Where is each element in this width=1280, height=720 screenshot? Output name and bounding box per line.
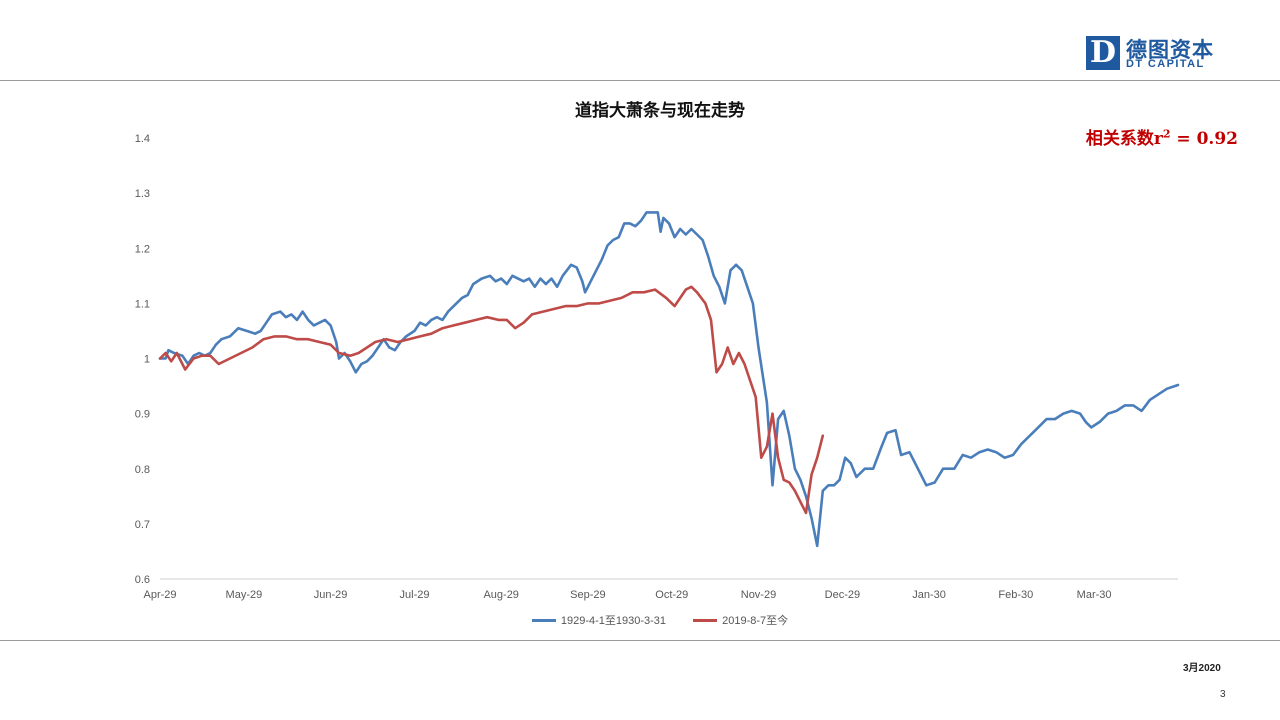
x-tick-label: Mar-30 <box>1077 589 1112 601</box>
header-divider <box>0 80 1280 81</box>
series-line-1929 <box>158 211 1180 548</box>
x-tick-label: Oct-29 <box>655 589 688 601</box>
y-tick-label: 0.6 <box>135 574 150 586</box>
series-line-2019 <box>158 285 825 515</box>
y-tick-label: 0.8 <box>135 464 150 476</box>
x-tick-label: Aug-29 <box>483 589 518 601</box>
footer-date: 3月2020 <box>1183 663 1221 674</box>
x-tick-label: Apr-29 <box>143 589 176 601</box>
x-axis: Apr-29 May-29 Jun-29 Jul-29 Aug-29 Sep-29 Oct-… <box>143 578 1178 601</box>
y-tick-label: 1.4 <box>135 133 150 145</box>
chart-title: 道指大萧条与现在走势 <box>575 101 745 120</box>
page-number: 3 <box>1220 689 1226 700</box>
logo-mark-icon: D <box>1086 36 1120 70</box>
y-tick-label: 1.1 <box>135 298 150 310</box>
x-tick-label: May-29 <box>226 589 263 601</box>
correlation-annotation: 相关系数r2 = 0.92 <box>1086 124 1238 149</box>
y-axis: 0.6 0.7 0.8 0.9 1 1.1 1.2 1.3 1.4 <box>135 133 150 586</box>
x-tick-label: Sep-29 <box>570 589 605 601</box>
y-tick-label: 1 <box>144 354 150 366</box>
correlation-value: = 0.92 <box>1170 129 1238 149</box>
legend-label-2019: 2019-8-7至今 <box>722 615 789 627</box>
legend-item-1929: 1929-4-1至1930-3-31 <box>531 612 667 628</box>
x-tick-label: Jul-29 <box>400 589 430 601</box>
y-tick-label: 0.9 <box>135 409 150 421</box>
x-tick-label: Nov-29 <box>741 589 776 601</box>
x-tick-label: Jan-30 <box>912 589 946 601</box>
chart-legend: 1929-4-1至1930-3-31 2019-8-7至今 <box>0 612 1280 628</box>
x-tick-label: Dec-29 <box>825 589 860 601</box>
y-tick-label: 1.2 <box>135 243 150 255</box>
legend-swatch-2019 <box>693 618 718 622</box>
footer-divider <box>0 640 1280 641</box>
x-tick-label: Jun-29 <box>314 589 348 601</box>
company-logo: D 德图资本 DT CAPITAL <box>1086 36 1226 72</box>
logo-name-cn: 德图资本 <box>1126 39 1214 62</box>
y-tick-label: 1.3 <box>135 188 150 200</box>
legend-swatch-1929 <box>531 618 556 622</box>
x-tick-label: Feb-30 <box>998 589 1033 601</box>
legend-label-1929: 1929-4-1至1930-3-31 <box>560 615 667 627</box>
line-chart: 0.6 0.7 0.8 0.9 1 1.1 1.2 1.3 1.4 Apr-29 May-29 Ju… <box>135 133 1180 601</box>
correlation-prefix: 相关系数r <box>1085 129 1163 149</box>
y-tick-label: 0.7 <box>135 519 150 531</box>
correlation-exponent: 2 <box>1162 127 1171 141</box>
legend-item-2019: 2019-8-7至今 <box>693 612 788 628</box>
series-layer <box>158 211 1180 548</box>
logo-name-en: DT CAPITAL <box>1126 58 1205 70</box>
